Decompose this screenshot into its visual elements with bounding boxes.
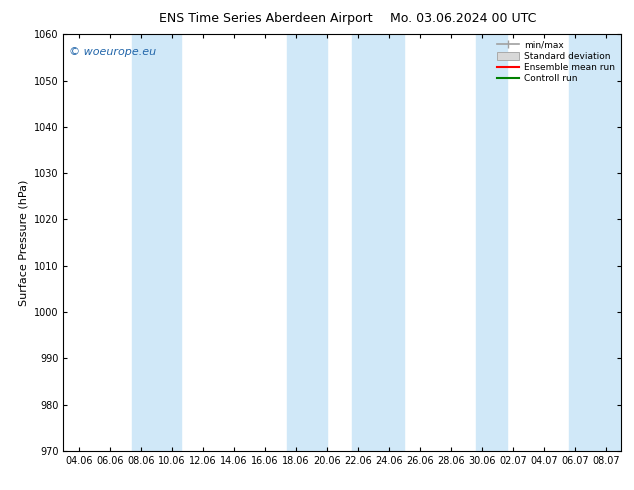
Bar: [476, 34, 507, 451]
Legend: min/max, Standard deviation, Ensemble mean run, Controll run: min/max, Standard deviation, Ensemble me…: [495, 39, 617, 85]
Bar: [132, 34, 181, 451]
Bar: [569, 34, 621, 451]
Text: © woeurope.eu: © woeurope.eu: [69, 47, 156, 57]
Bar: [287, 34, 327, 451]
Y-axis label: Surface Pressure (hPa): Surface Pressure (hPa): [18, 179, 29, 306]
Text: Mo. 03.06.2024 00 UTC: Mo. 03.06.2024 00 UTC: [390, 12, 536, 25]
Text: ENS Time Series Aberdeen Airport: ENS Time Series Aberdeen Airport: [160, 12, 373, 25]
Bar: [352, 34, 404, 451]
